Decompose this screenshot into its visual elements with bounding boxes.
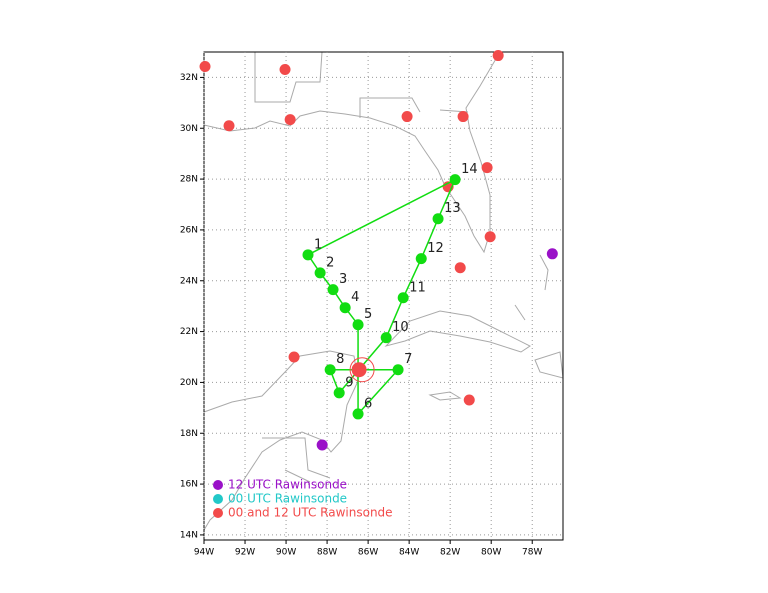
rawinsonde-site (316, 439, 328, 451)
x-tick-label: 84W (399, 548, 419, 558)
drop-label: 10 (392, 320, 409, 335)
x-tick-label: 78W (522, 548, 542, 558)
rawinsonde-site (546, 248, 558, 260)
y-tick-label: 22N (180, 327, 198, 337)
y-tick-label: 20N (180, 378, 198, 388)
drop-label: 13 (444, 201, 461, 216)
cuba (384, 310, 531, 353)
legend-marker (213, 480, 223, 490)
y-tick-label: 24N (180, 276, 198, 286)
y-tick-label: 28N (180, 175, 198, 185)
rawinsonde-site (199, 60, 211, 72)
drop-point (333, 387, 345, 399)
drop-label: 1 (314, 237, 322, 252)
gulf-coast (203, 51, 501, 254)
drop-label: 8 (336, 352, 344, 367)
drop-label: 12 (427, 241, 444, 256)
drop-point (324, 364, 336, 376)
drop-point (352, 408, 364, 420)
coastlines (203, 51, 564, 531)
drop-label: 6 (364, 396, 372, 411)
rawinsonde-site (492, 50, 504, 62)
rawinsonde-site (484, 231, 496, 243)
y-tick-label: 32N (180, 73, 198, 83)
drop-label: 3 (339, 272, 347, 287)
drop-label: 14 (461, 162, 478, 177)
drop-point (314, 267, 326, 279)
drop-label: 7 (404, 352, 412, 367)
rawinsonde-site (481, 162, 493, 174)
legend-label: 12 UTC Rawinsonde (228, 478, 347, 492)
rawinsonde-site (463, 394, 475, 406)
rawinsonde-site (457, 111, 469, 123)
drop-point (415, 253, 427, 265)
rawinsonde-site (401, 111, 413, 123)
drop-label: 2 (326, 255, 334, 270)
rawinsonde-site (279, 64, 291, 76)
x-tick-label: 80W (481, 548, 501, 558)
drop-point (392, 364, 404, 376)
drop-point (339, 302, 351, 314)
y-tick-label: 18N (180, 429, 198, 439)
y-tick-label: 16N (180, 480, 198, 490)
y-tick-label: 14N (180, 530, 198, 540)
drop-label: 11 (409, 280, 426, 295)
x-tick-label: 90W (276, 548, 296, 558)
drop-point (302, 249, 314, 261)
drop-point (380, 332, 392, 344)
y-tick-label: 30N (180, 124, 198, 134)
x-tick-label: 92W (235, 548, 255, 558)
x-tick-label: 86W (358, 548, 378, 558)
drop-point (449, 174, 461, 186)
y-tick-label: 26N (180, 225, 198, 235)
drop-point (352, 319, 364, 331)
storm-center (351, 362, 367, 378)
drop-point (432, 213, 444, 225)
legend-marker (213, 494, 223, 504)
flight-track (306, 177, 457, 416)
drop-label: 5 (364, 307, 372, 322)
rawinsonde-site (454, 262, 466, 274)
central-america-borders (262, 437, 331, 483)
drop-label: 9 (345, 375, 353, 390)
legend-label: 00 UTC Rawinsonde (228, 492, 347, 506)
rawinsonde-site (284, 114, 296, 126)
borders (254, 51, 469, 118)
x-tick-label: 88W (317, 548, 337, 558)
drop-point (327, 284, 339, 296)
drop-label: 4 (351, 290, 359, 305)
rawinsonde-site (223, 120, 235, 132)
drop-point (397, 292, 409, 304)
plot-frame (203, 51, 564, 541)
yucatan-coast (203, 350, 359, 531)
x-tick-label: 82W (440, 548, 460, 558)
legend-label: 00 and 12 UTC Rawinsonde (228, 506, 393, 520)
legend-marker (213, 508, 223, 518)
rawinsonde-site (288, 351, 300, 363)
x-tick-label: 94W (194, 548, 214, 558)
storm-center-ring (349, 357, 375, 383)
